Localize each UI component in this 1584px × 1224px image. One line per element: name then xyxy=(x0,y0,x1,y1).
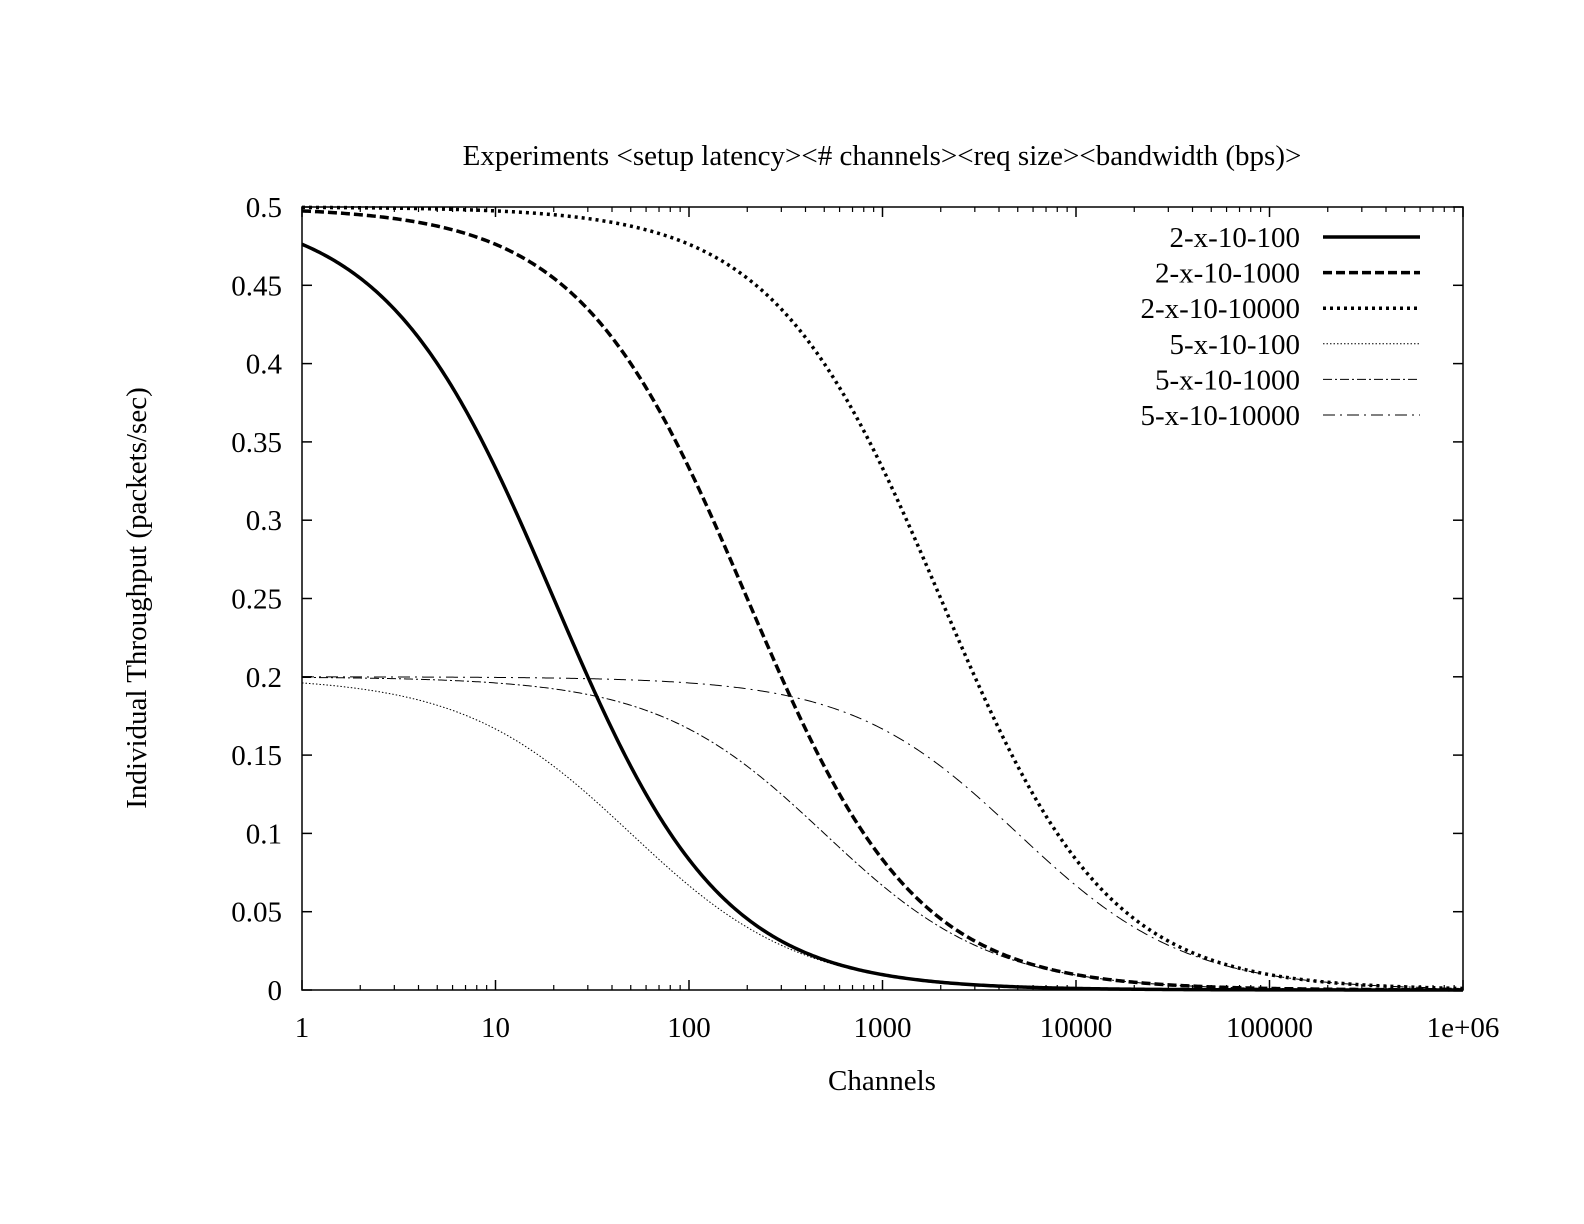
x-tick-label: 100 xyxy=(667,1012,711,1044)
chart-title: Experiments <setup latency><# channels><… xyxy=(463,140,1302,172)
x-tick-label: 1e+06 xyxy=(1427,1012,1500,1044)
series-line-5-x-10-1000 xyxy=(301,676,1463,991)
y-axis-title: Individual Throughput (packets/sec) xyxy=(121,387,153,808)
legend-label: 5-x-10-1000 xyxy=(1155,364,1300,396)
y-tick-label: 0.45 xyxy=(231,270,282,302)
y-tick-label: 0.35 xyxy=(231,427,282,459)
y-tick-label: 0.4 xyxy=(246,349,283,381)
series-line-5-x-10-10000 xyxy=(302,676,1464,989)
plot-frame xyxy=(301,206,1464,991)
legend-label: 2-x-10-100 xyxy=(1170,222,1300,254)
legend-label: 5-x-10-10000 xyxy=(1141,400,1300,432)
y-tick-label: 0 xyxy=(268,975,283,1007)
legend-label: 2-x-10-10000 xyxy=(1141,293,1300,325)
y-tick-label: 0.5 xyxy=(246,192,282,224)
x-tick-label: 100000 xyxy=(1226,1012,1313,1044)
x-tick-label: 1000 xyxy=(854,1012,912,1044)
y-tick-label: 0.05 xyxy=(231,897,282,929)
x-tick-label: 1 xyxy=(295,1012,310,1044)
series-line-2-x-10-10000 xyxy=(301,205,1464,991)
y-tick-label: 0.3 xyxy=(246,505,282,537)
legend-label: 5-x-10-100 xyxy=(1170,329,1300,361)
y-tick-label: 0.1 xyxy=(246,818,282,850)
series-line-2-x-10-1000 xyxy=(301,209,1463,992)
x-axis-title: Channels xyxy=(828,1065,936,1097)
y-tick-label: 0.2 xyxy=(246,662,282,694)
axis-ticks: 0 0.05 0.1 0.15 0.2 0.25 0.3 0.35 0.4 0.45 0.5 1 10 1… xyxy=(231,192,1499,1044)
legend-label: 2-x-10-1000 xyxy=(1155,258,1300,290)
y-tick-label: 0.25 xyxy=(231,584,282,616)
x-tick-label: 10000 xyxy=(1040,1012,1113,1044)
x-tick-label: 10 xyxy=(481,1012,510,1044)
y-tick-label: 0.15 xyxy=(231,740,282,772)
